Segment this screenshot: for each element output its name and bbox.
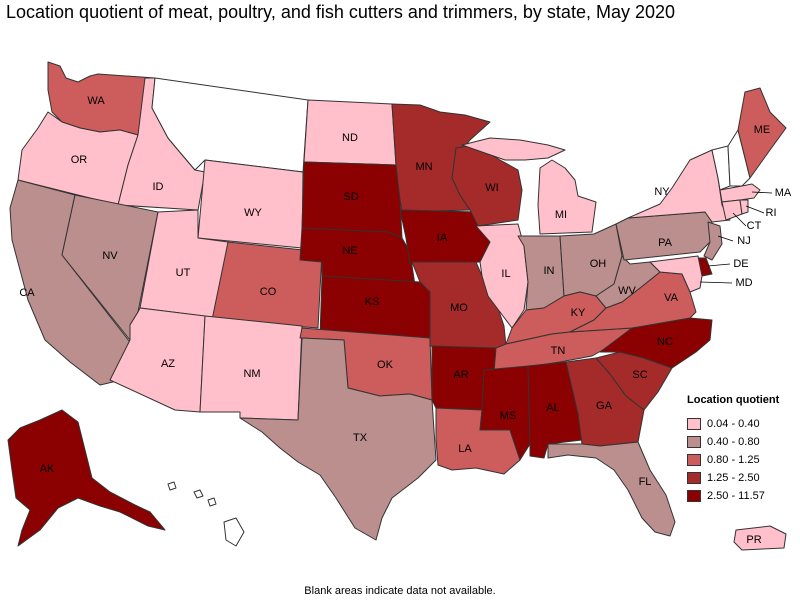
legend-swatch	[687, 436, 701, 448]
label-fl: FL	[639, 476, 652, 488]
state-fl[interactable]	[547, 441, 676, 537]
label-or: OR	[71, 154, 88, 166]
state-tx[interactable]	[239, 337, 437, 541]
footnote: Blank areas indicate data not available.	[304, 585, 496, 597]
label-in: IN	[544, 265, 555, 277]
legend-swatch	[687, 472, 701, 484]
label-sd: SD	[343, 191, 358, 203]
label-co: CO	[260, 286, 277, 298]
label-az: AZ	[161, 358, 175, 370]
label-ar: AR	[453, 369, 468, 381]
label-ky: KY	[571, 307, 586, 319]
legend-item: 0.04 - 0.40	[687, 415, 779, 433]
label-al: AL	[546, 402, 559, 414]
label-ne: NE	[342, 245, 357, 257]
state-hi[interactable]	[167, 481, 245, 547]
label-ma: MA	[775, 187, 792, 199]
label-wa: WA	[87, 95, 105, 107]
legend-item: 2.50 - 11.57	[687, 487, 779, 505]
label-ri: RI	[766, 207, 777, 219]
label-ms: MS	[500, 410, 517, 422]
label-ny: NY	[654, 186, 670, 198]
legend-label: 0.40 - 0.80	[707, 436, 760, 448]
label-nj: NJ	[737, 235, 750, 247]
label-ga: GA	[596, 400, 613, 412]
legend-label: 0.80 - 1.25	[707, 454, 760, 466]
map-title: Location quotient of meat, poultry, and …	[6, 2, 676, 22]
legend-title: Location quotient	[687, 394, 780, 406]
legend: Location quotient 0.04 - 0.40 0.40 - 0.80…	[687, 394, 779, 505]
label-nd: ND	[342, 132, 358, 144]
label-ak: AK	[40, 463, 55, 475]
label-pr: PR	[746, 534, 761, 546]
label-ok: OK	[377, 359, 394, 371]
legend-item: 1.25 - 2.50	[687, 469, 779, 487]
state-vt[interactable]	[711, 145, 731, 191]
label-pa: PA	[658, 237, 673, 249]
legend-label: 0.04 - 0.40	[707, 418, 760, 430]
label-nc: NC	[657, 336, 673, 348]
label-sc: SC	[632, 369, 647, 381]
legend-label: 1.25 - 2.50	[707, 472, 760, 484]
state-ct[interactable]	[721, 199, 743, 221]
legend-label: 2.50 - 11.57	[707, 490, 765, 502]
label-ks: KS	[365, 296, 380, 308]
label-ca: CA	[19, 287, 35, 299]
label-md: MD	[735, 277, 752, 289]
legend-swatch	[687, 454, 701, 466]
label-tx: TX	[353, 432, 368, 444]
label-tn: TN	[551, 345, 566, 357]
state-wy[interactable]	[197, 159, 304, 249]
label-va: VA	[664, 292, 679, 304]
state-nj[interactable]	[703, 221, 723, 261]
state-ri[interactable]	[739, 199, 749, 215]
state-nh[interactable]	[727, 129, 751, 187]
label-ut: UT	[176, 267, 191, 279]
label-mn: MN	[415, 161, 432, 173]
label-mi: MI	[555, 209, 567, 221]
label-id: ID	[153, 181, 164, 193]
label-wy: WY	[244, 207, 262, 219]
label-nm: NM	[243, 368, 260, 380]
state-pr[interactable]	[733, 525, 787, 551]
label-ia: IA	[437, 232, 448, 244]
legend-swatch	[687, 490, 701, 502]
legend-swatch	[687, 418, 701, 430]
label-la: LA	[458, 443, 472, 455]
state-co[interactable]	[211, 241, 323, 329]
state-pa[interactable]	[615, 211, 713, 261]
state-mi[interactable]	[461, 137, 597, 235]
label-de: DE	[733, 258, 748, 270]
state-labels: WA OR ID WY ND SD MN WI MI NY ME NV CA U…	[19, 95, 792, 546]
label-il: IL	[501, 268, 510, 280]
label-me: ME	[754, 124, 771, 136]
state-ak[interactable]	[7, 409, 166, 547]
legend-item: 0.80 - 1.25	[687, 451, 779, 469]
label-mo: MO	[450, 302, 468, 314]
state-md[interactable]	[649, 255, 703, 293]
label-oh: OH	[590, 258, 607, 270]
label-nv: NV	[102, 250, 118, 262]
label-ct: CT	[747, 220, 762, 232]
legend-item: 0.40 - 0.80	[687, 433, 779, 451]
label-wi: WI	[485, 182, 498, 194]
label-wv: WV	[618, 285, 636, 297]
state-me[interactable]	[737, 87, 787, 179]
